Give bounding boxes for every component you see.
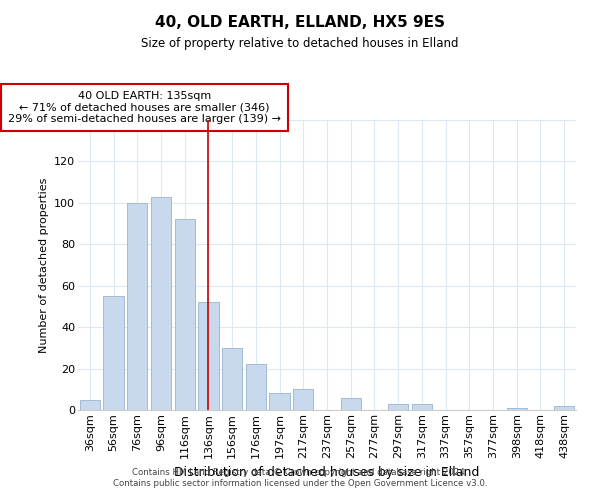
Bar [127, 203, 148, 410]
Bar [222, 348, 242, 410]
Bar [388, 404, 408, 410]
Bar [175, 220, 195, 410]
Bar [341, 398, 361, 410]
Bar [412, 404, 432, 410]
Bar [103, 296, 124, 410]
Bar [199, 302, 218, 410]
Bar [80, 400, 100, 410]
Text: 40, OLD EARTH, ELLAND, HX5 9ES: 40, OLD EARTH, ELLAND, HX5 9ES [155, 15, 445, 30]
Bar [293, 390, 313, 410]
Bar [269, 394, 290, 410]
Y-axis label: Number of detached properties: Number of detached properties [38, 178, 49, 352]
Text: 40 OLD EARTH: 135sqm
← 71% of detached houses are smaller (346)
29% of semi-deta: 40 OLD EARTH: 135sqm ← 71% of detached h… [8, 91, 281, 124]
Text: Size of property relative to detached houses in Elland: Size of property relative to detached ho… [141, 38, 459, 51]
Text: Contains HM Land Registry data © Crown copyright and database right 2024.
Contai: Contains HM Land Registry data © Crown c… [113, 468, 487, 487]
X-axis label: Distribution of detached houses by size in Elland: Distribution of detached houses by size … [175, 466, 479, 479]
Bar [246, 364, 266, 410]
Bar [554, 406, 574, 410]
Bar [151, 196, 171, 410]
Bar [506, 408, 527, 410]
